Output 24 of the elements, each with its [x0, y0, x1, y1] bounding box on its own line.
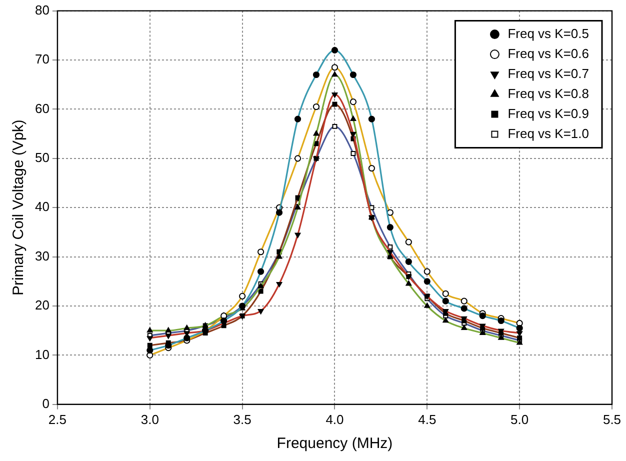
x-axis-title: Frequency (MHz) [276, 435, 393, 452]
y-tick-label: 20 [34, 298, 50, 313]
y-tick-label: 70 [34, 52, 50, 67]
y-axis-title: Primary Coil Voltage (Vpk) [10, 120, 28, 296]
x-tick-label: 3.0 [140, 412, 159, 427]
y-tick-label: 40 [34, 199, 50, 214]
x-tick-label: 4.0 [326, 412, 344, 427]
x-tick-label: 5.0 [510, 412, 529, 427]
y-tick-label: 60 [34, 100, 50, 116]
y-tick-label: 30 [34, 248, 50, 264]
x-tick-label: 4.5 [418, 412, 436, 427]
legend-label: Freq vs K=0.9 [508, 106, 590, 121]
y-tick-label: 10 [34, 346, 50, 362]
legend-label: Freq vs K=1.0 [508, 126, 590, 141]
legend-label: Freq vs K=0.5 [508, 26, 590, 41]
legend-label: Freq vs K=0.6 [508, 46, 590, 61]
legend-label: Freq vs K=0.8 [508, 86, 590, 101]
x-tick-label: 2.5 [48, 412, 66, 427]
y-tick-label: 0 [42, 396, 50, 411]
x-tick-label: 5.5 [602, 412, 622, 427]
y-tick-label: 80 [34, 2, 50, 18]
y-tick-label: 50 [34, 150, 50, 165]
legend-label: Freq vs K=0.7 [508, 66, 590, 81]
x-tick-label: 3.5 [233, 412, 252, 427]
